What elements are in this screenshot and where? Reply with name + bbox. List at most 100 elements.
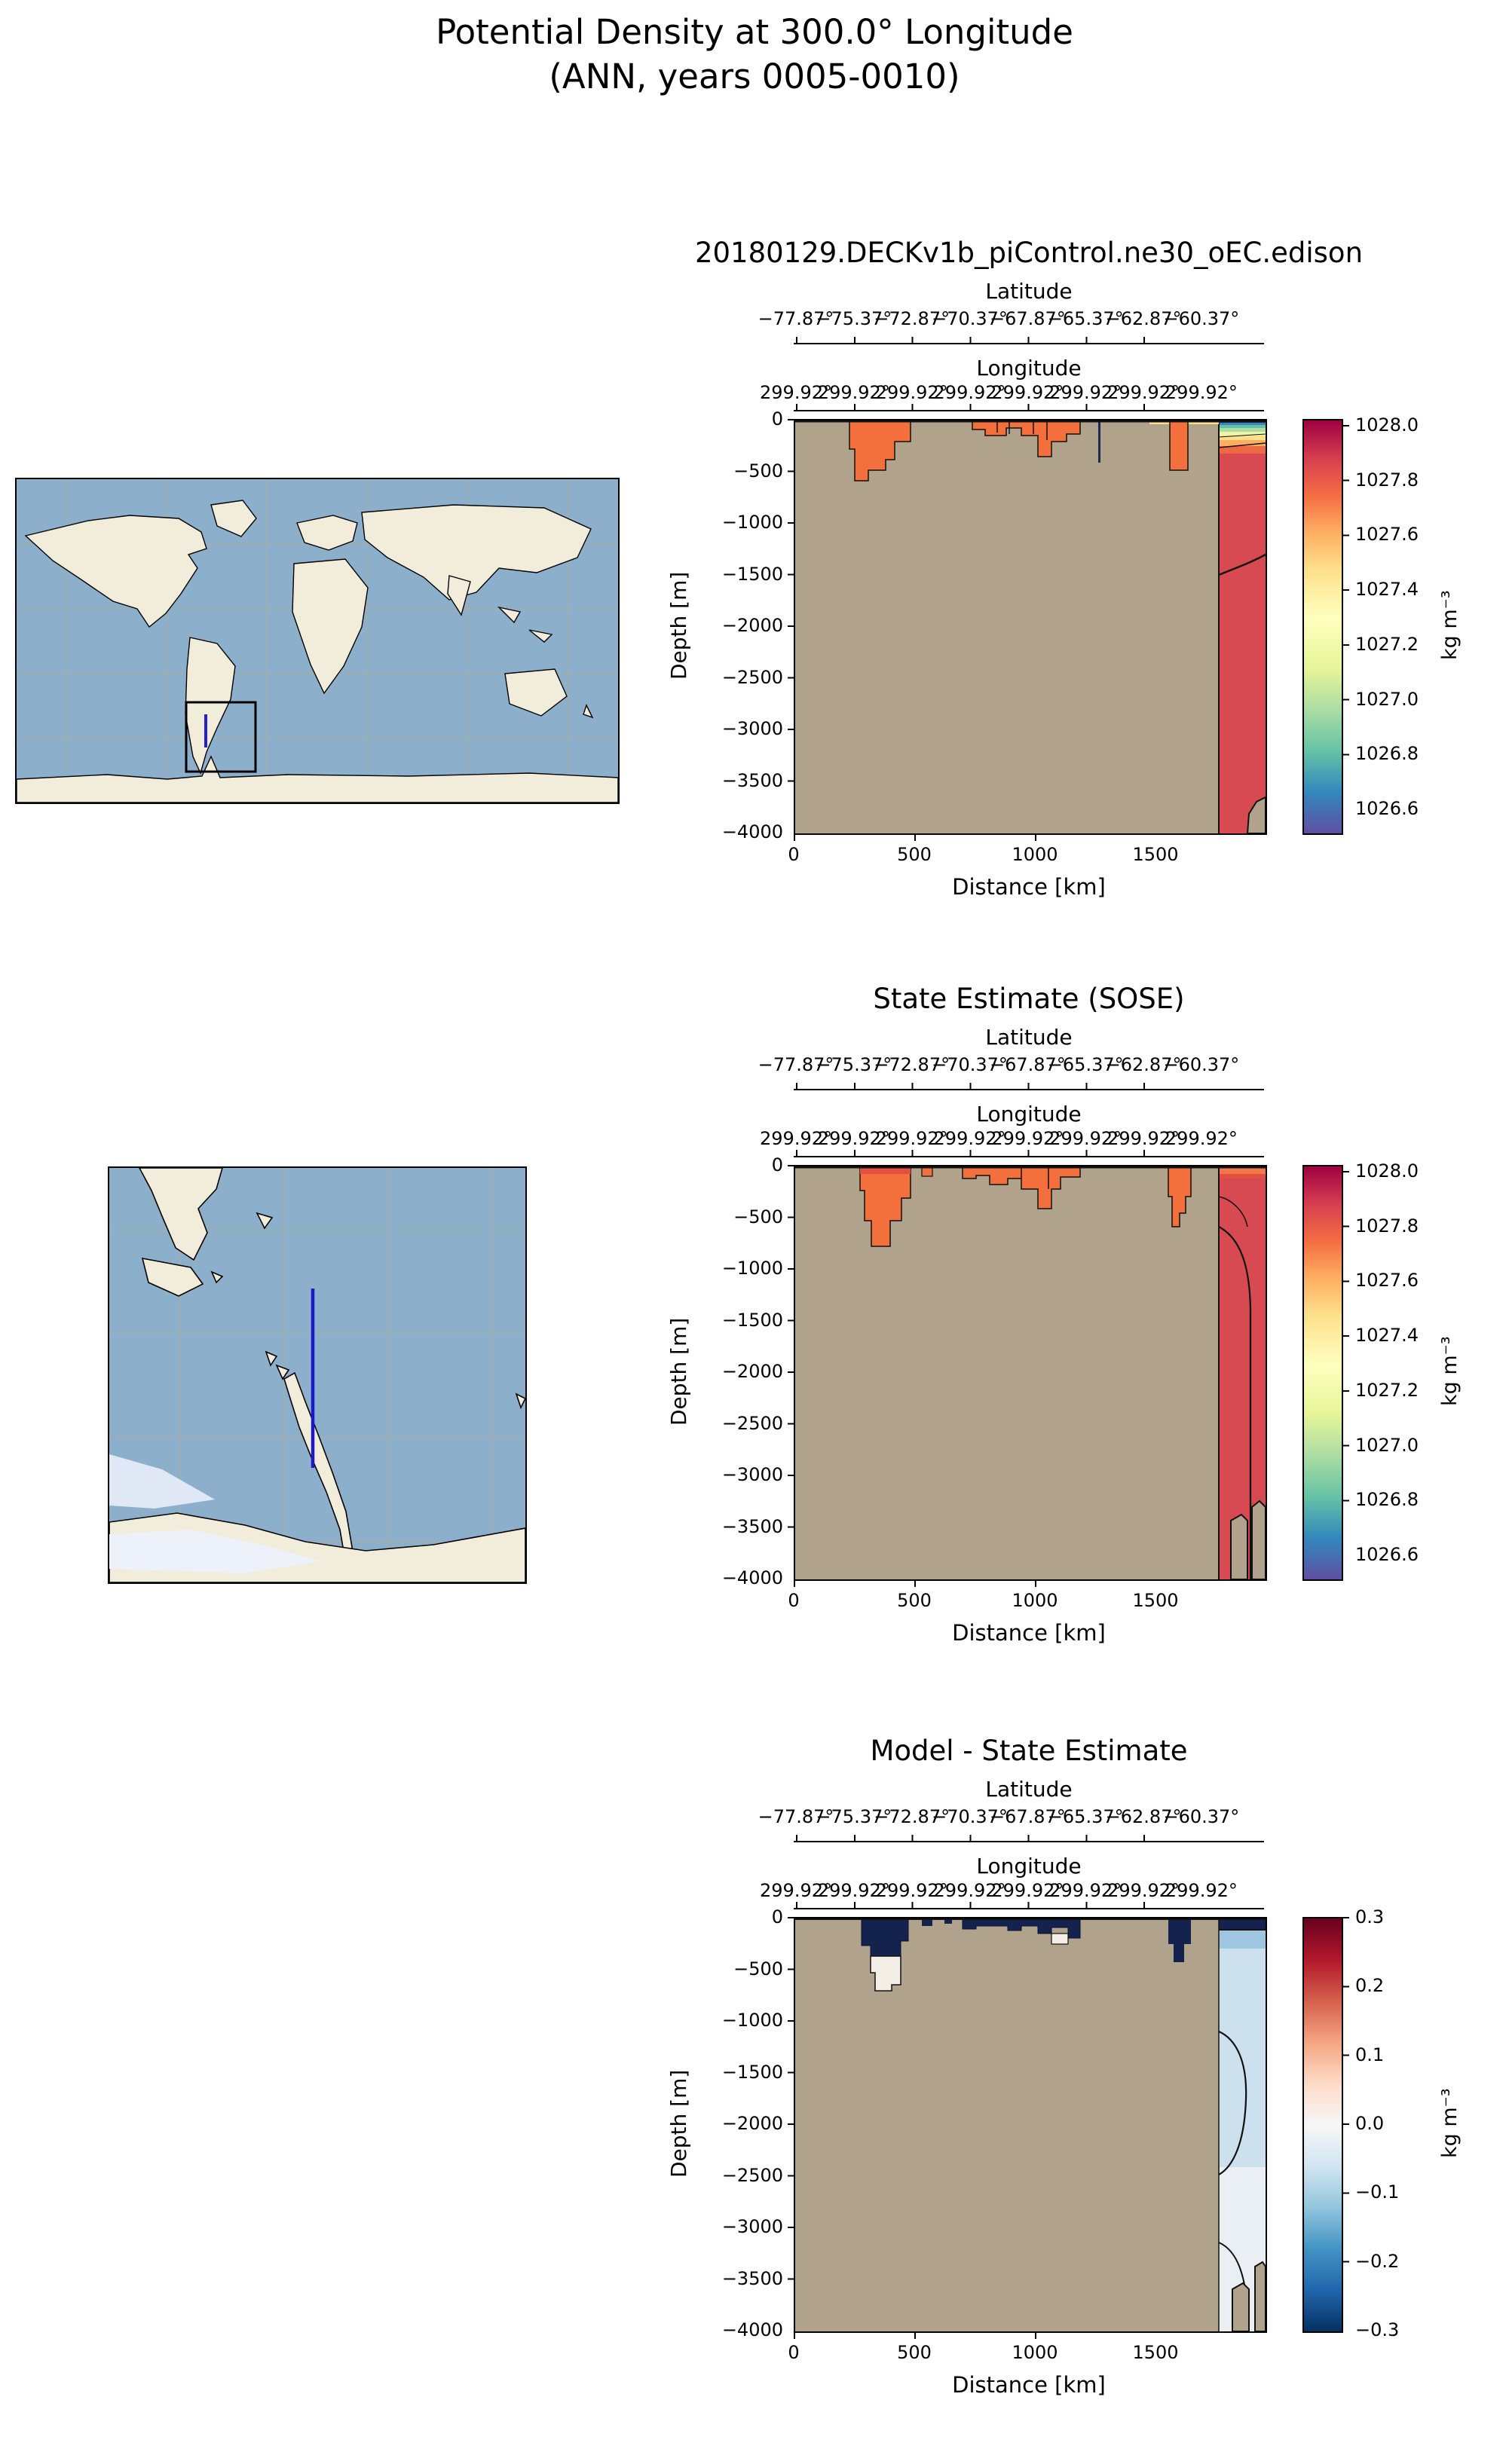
tick-label: −72.87°	[874, 1054, 950, 1075]
tick-label: −1500	[721, 1309, 783, 1331]
tick-label: 299.92°	[760, 1880, 832, 1901]
tick-label: 1027.8	[1355, 469, 1419, 491]
tick-label: 299.92°	[760, 382, 832, 403]
tick-label: −1000	[721, 512, 783, 533]
tick-label: 1027.0	[1355, 688, 1419, 710]
tick-label: −4000	[721, 2319, 783, 2340]
tick-label: −1000	[721, 1258, 783, 1279]
tick-label: 299.92°	[1049, 1880, 1122, 1901]
tick-label: −70.37°	[932, 1806, 1008, 1827]
depth-tick-labels: 0 −500 −1000 −1500 −2000 −2500 −3000 −3500 −4000	[632, 1154, 783, 1588]
panel-title: State Estimate (SOSE)	[873, 983, 1185, 1015]
antarctic-peninsula	[283, 1371, 359, 1582]
colorbar	[1302, 1165, 1343, 1581]
tick-label: −3000	[721, 718, 783, 739]
tick-label: −60.37°	[1163, 1054, 1240, 1075]
tick-label: −70.37°	[932, 1054, 1008, 1075]
tick-label: −2000	[721, 1361, 783, 1382]
ice-shelf	[109, 1530, 320, 1573]
surface-plume-west	[849, 420, 911, 481]
tick-label: 1027.4	[1355, 1325, 1419, 1347]
tick-label: 1026.8	[1355, 1489, 1419, 1511]
diff-section-heatmap	[795, 1918, 1266, 2331]
tick-label: −62.87°	[1105, 1054, 1182, 1075]
tick-label: 299.92°	[933, 382, 1006, 403]
tick-label: 299.92°	[1049, 382, 1122, 403]
tick-label: 0	[771, 1906, 783, 1927]
tick-label: −2000	[721, 615, 783, 636]
tick-label: 0	[788, 2342, 800, 2363]
tick-label: 299.92°	[1107, 382, 1180, 403]
model-section-plot	[794, 419, 1267, 835]
bathymetry-bump	[1254, 2261, 1266, 2331]
bathymetry-bump	[1251, 1499, 1266, 1579]
tick-label: −72.87°	[874, 308, 950, 329]
tick-label: 299.92°	[991, 1128, 1064, 1149]
region-selection-box	[185, 701, 257, 773]
masked-topography	[795, 420, 1266, 833]
figure-title-line2: (ANN, years 0005-0010)	[549, 56, 960, 96]
tick-label: −500	[733, 1206, 783, 1227]
tick-label: 0.3	[1355, 1906, 1385, 1927]
depth-axis-title: Depth [m]	[666, 1317, 691, 1426]
surface-column-east	[1169, 420, 1189, 471]
panel-sose: State Estimate (SOSE) Latitude −77.87° −7…	[0, 977, 1509, 1662]
tick-label: 1026.6	[1355, 1543, 1419, 1565]
tick-label: 299.92°	[1165, 382, 1238, 403]
latitude-tick-marks	[796, 1083, 1201, 1089]
tick-label: −0.1	[1355, 2181, 1400, 2203]
tick-label: −1000	[721, 2010, 783, 2031]
tick-label: 1027.6	[1355, 524, 1419, 546]
tick-label: 1027.2	[1355, 633, 1419, 655]
surface-diff-mid	[962, 1918, 1081, 1945]
surface-diff-east	[1168, 1918, 1191, 1962]
latitude-axis-title: Latitude	[985, 1777, 1073, 1802]
latitude-axis-line	[794, 343, 1264, 344]
tick-label: 299.92°	[875, 1128, 948, 1149]
latitude-axis-title: Latitude	[985, 279, 1073, 304]
tick-label: 299.92°	[1107, 1880, 1180, 1901]
tick-label: −75.37°	[816, 1054, 892, 1075]
surface-line	[795, 1166, 1266, 1169]
tick-label: 1000	[1012, 1590, 1058, 1611]
figure-title-line1: Potential Density at 300.0° Longitude	[436, 12, 1073, 52]
tick-label: 0.2	[1355, 1975, 1385, 1997]
tick-label: 299.92°	[817, 1128, 890, 1149]
tick-label: 1026.6	[1355, 797, 1419, 819]
colorbar-unit-label: kg m⁻³	[1438, 2088, 1462, 2159]
surface-plume-west	[859, 1166, 911, 1247]
tick-label: 299.92°	[991, 382, 1064, 403]
panel-title: 20180129.DECKv1b_piControl.ne30_oEC.edis…	[694, 237, 1364, 269]
tick-label: 299.92°	[1165, 1128, 1238, 1149]
tick-label: −75.37°	[816, 308, 892, 329]
longitude-axis-line	[794, 410, 1264, 411]
surface-band-mid	[962, 1166, 1081, 1209]
masked-topography	[795, 1166, 1266, 1579]
distance-tick-marks	[794, 1581, 1155, 1587]
tick-label: −3500	[721, 2267, 783, 2289]
masked-topography	[795, 1918, 1266, 2331]
depth-tick-marks	[788, 419, 794, 832]
regional-locator-map	[108, 1166, 527, 1584]
tick-label: 299.92°	[933, 1880, 1006, 1901]
longitude-tick-marks	[796, 1902, 1201, 1908]
panel-model: 20180129.DECKv1b_piControl.ne30_oEC.edis…	[0, 231, 1509, 916]
tick-label: −2500	[721, 1412, 783, 1434]
panel-title: Model - State Estimate	[870, 1735, 1188, 1767]
colorbar	[1302, 419, 1343, 835]
tick-label: −65.37°	[1047, 1806, 1124, 1827]
model-section-heatmap	[795, 420, 1266, 833]
tick-label: −65.37°	[1047, 1054, 1124, 1075]
colorbar-unit-label: kg m⁻³	[1438, 590, 1462, 661]
tick-label: 299.92°	[1049, 1128, 1122, 1149]
tick-label: 1500	[1132, 844, 1179, 865]
sose-section-heatmap	[795, 1166, 1266, 1579]
bathymetry-bump	[1246, 796, 1266, 833]
tick-label: 1028.0	[1355, 1160, 1419, 1182]
sose-section-plot	[794, 1165, 1267, 1581]
density-contour	[1218, 1226, 1252, 1579]
depth-tick-marks	[788, 1165, 794, 1578]
tick-label: −77.87°	[758, 1806, 834, 1827]
tick-label: −1500	[721, 2061, 783, 2083]
tick-label: 299.92°	[875, 382, 948, 403]
